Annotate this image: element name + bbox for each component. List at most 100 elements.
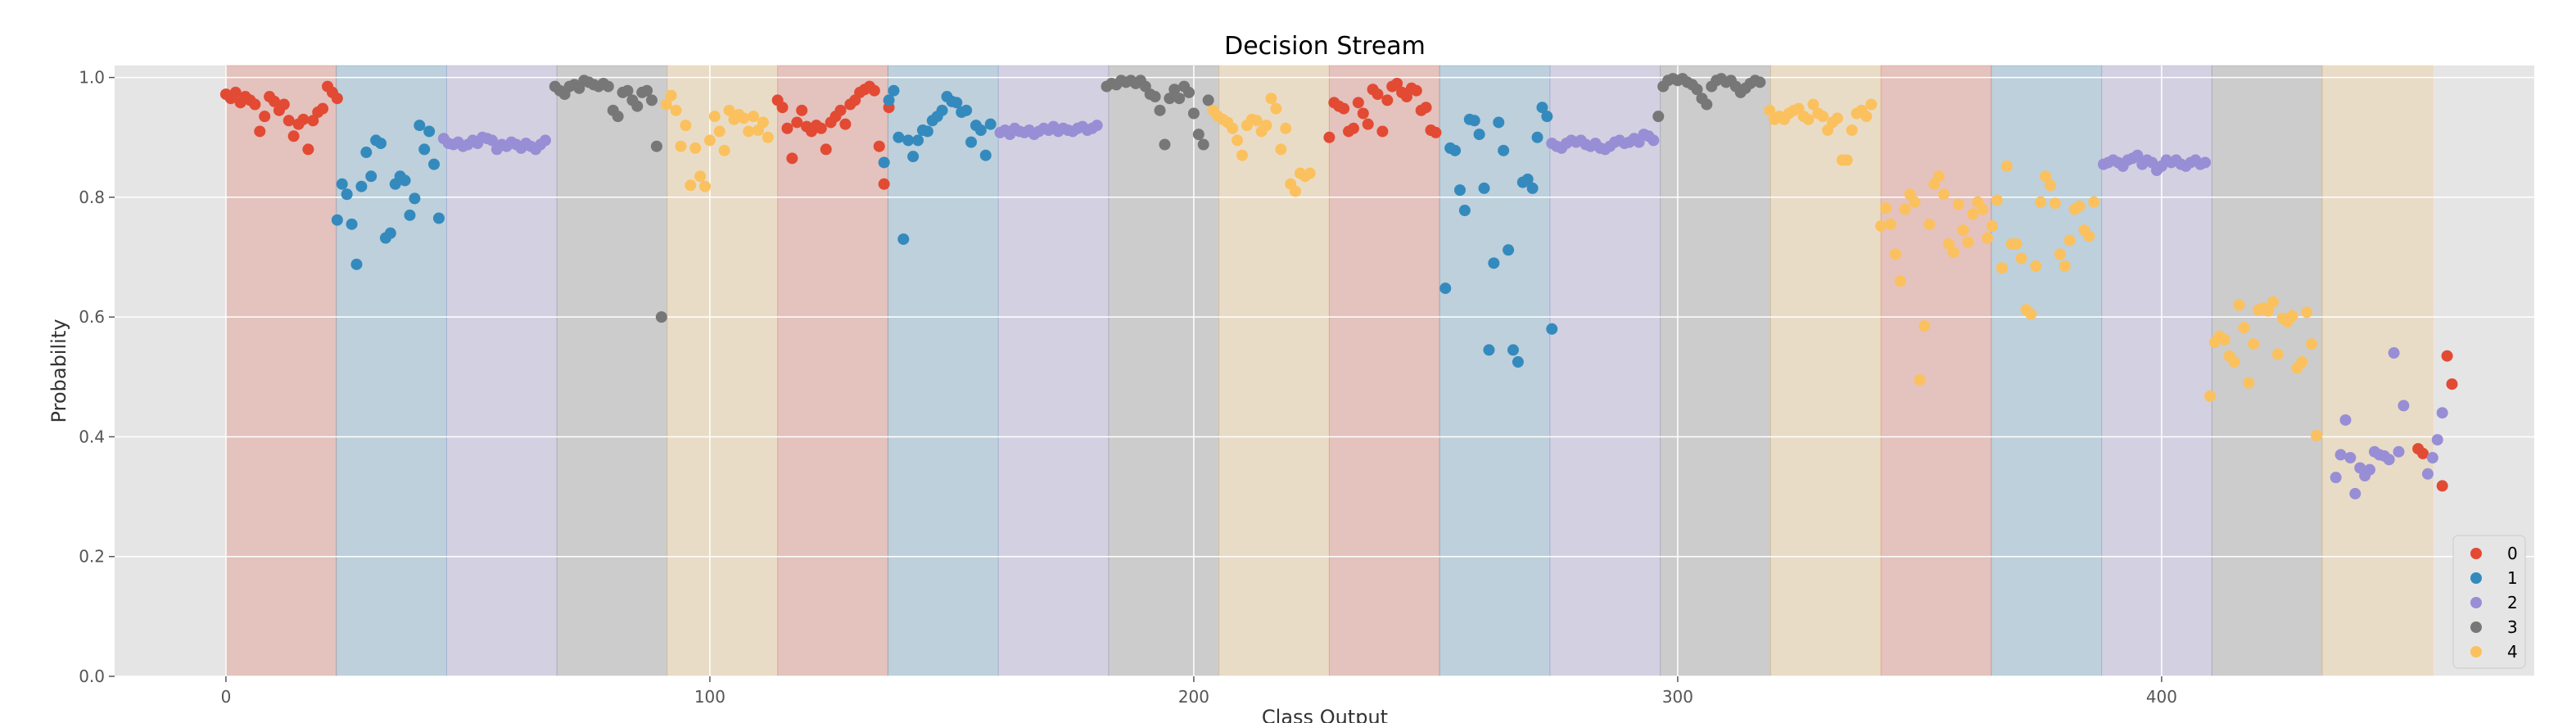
data-point-class-3 bbox=[650, 140, 662, 152]
data-point-class-0 bbox=[282, 115, 295, 127]
data-point-class-4 bbox=[2296, 356, 2308, 368]
data-point-class-0 bbox=[259, 111, 271, 123]
data-point-class-4 bbox=[1894, 275, 1906, 287]
data-point-class-3 bbox=[612, 111, 624, 123]
y-tick-label: 0.8 bbox=[79, 188, 105, 207]
data-point-class-4 bbox=[2049, 197, 2061, 210]
x-tick-label: 100 bbox=[694, 687, 725, 707]
data-point-class-4 bbox=[1846, 124, 1858, 136]
class-band bbox=[1328, 65, 1440, 677]
data-point-class-2 bbox=[2339, 413, 2352, 426]
data-point-class-4 bbox=[2311, 429, 2323, 441]
data-point-class-4 bbox=[1817, 111, 1829, 123]
data-point-class-0 bbox=[839, 118, 852, 130]
data-point-class-0 bbox=[1391, 77, 1403, 89]
data-point-class-2 bbox=[486, 134, 498, 147]
data-point-class-1 bbox=[1473, 129, 1485, 141]
data-point-class-4 bbox=[1304, 167, 1316, 179]
data-point-class-2 bbox=[2330, 472, 2342, 484]
data-point-class-0 bbox=[1347, 122, 1359, 134]
data-point-class-0 bbox=[2436, 480, 2448, 492]
data-point-class-2 bbox=[2364, 463, 2376, 476]
class-band bbox=[1439, 65, 1551, 677]
data-point-class-0 bbox=[254, 125, 266, 138]
data-point-class-2 bbox=[2431, 434, 2443, 446]
class-band bbox=[1218, 65, 1330, 677]
data-point-class-0 bbox=[1357, 107, 1369, 120]
data-point-class-1 bbox=[902, 134, 915, 147]
data-point-class-4 bbox=[1923, 218, 1936, 230]
legend-label-1: 1 bbox=[2507, 568, 2518, 588]
data-point-class-4 bbox=[1807, 98, 1819, 111]
data-point-class-4 bbox=[1260, 120, 1272, 132]
x-tick-label: 400 bbox=[2146, 687, 2177, 707]
data-point-class-0 bbox=[1430, 126, 1442, 138]
legend-marker-0 bbox=[2470, 548, 2482, 559]
data-point-class-4 bbox=[1952, 198, 1964, 210]
data-point-class-2 bbox=[2131, 149, 2144, 161]
y-tick-label: 0.0 bbox=[79, 667, 105, 686]
data-point-class-2 bbox=[1647, 134, 1660, 147]
data-point-class-0 bbox=[873, 140, 885, 152]
data-point-class-1 bbox=[331, 214, 343, 226]
data-point-class-4 bbox=[1865, 98, 1878, 111]
data-point-class-1 bbox=[336, 178, 348, 190]
data-point-class-1 bbox=[907, 151, 920, 163]
data-point-class-0 bbox=[1338, 102, 1350, 115]
data-point-class-1 bbox=[951, 97, 963, 109]
data-point-class-4 bbox=[1995, 262, 2008, 274]
data-point-class-4 bbox=[2301, 306, 2313, 319]
data-point-class-4 bbox=[1957, 224, 1969, 237]
data-point-class-0 bbox=[1420, 102, 1432, 114]
data-point-class-1 bbox=[404, 209, 416, 221]
data-point-class-4 bbox=[1831, 112, 1843, 124]
data-point-class-4 bbox=[2238, 322, 2250, 334]
data-point-class-0 bbox=[815, 122, 827, 134]
data-point-class-1 bbox=[1521, 173, 1534, 185]
data-point-class-4 bbox=[689, 142, 702, 154]
data-point-class-2 bbox=[2383, 454, 2395, 466]
data-point-class-1 bbox=[1483, 344, 1495, 356]
data-point-class-4 bbox=[1232, 134, 1244, 147]
y-tick-label: 0.4 bbox=[79, 427, 105, 446]
data-point-class-2 bbox=[2334, 449, 2347, 461]
data-point-class-4 bbox=[2218, 333, 2230, 346]
data-point-class-4 bbox=[2010, 237, 2022, 250]
data-point-class-1 bbox=[893, 131, 905, 143]
legend-marker-3 bbox=[2470, 621, 2482, 633]
data-point-class-4 bbox=[675, 140, 687, 152]
data-point-class-0 bbox=[781, 122, 793, 134]
data-point-class-1 bbox=[409, 192, 421, 205]
data-point-class-1 bbox=[1488, 257, 1500, 269]
legend: 0 1 2 3 4 bbox=[2452, 535, 2526, 669]
data-point-class-1 bbox=[897, 233, 910, 246]
data-point-class-1 bbox=[979, 149, 992, 161]
data-point-class-4 bbox=[1982, 232, 1994, 244]
x-tick-label: 0 bbox=[221, 687, 232, 707]
data-point-class-0 bbox=[796, 104, 808, 116]
data-point-class-0 bbox=[269, 95, 281, 107]
class-bands bbox=[225, 65, 2434, 677]
data-point-class-4 bbox=[1962, 236, 1974, 248]
data-point-class-4 bbox=[1860, 111, 1873, 123]
data-point-class-1 bbox=[432, 212, 445, 224]
x-tick-label: 300 bbox=[1662, 687, 1693, 707]
y-tick-label: 0.6 bbox=[79, 307, 105, 327]
data-point-class-1 bbox=[883, 94, 895, 106]
data-point-class-3 bbox=[1187, 107, 1200, 120]
data-point-class-1 bbox=[1531, 131, 1543, 143]
data-point-class-4 bbox=[1275, 143, 1287, 156]
data-point-class-4 bbox=[1986, 220, 1999, 233]
data-point-class-3 bbox=[1159, 138, 1171, 151]
data-point-class-4 bbox=[738, 112, 750, 124]
data-point-class-4 bbox=[680, 120, 692, 132]
data-point-class-4 bbox=[1991, 194, 2003, 206]
data-point-class-1 bbox=[912, 134, 924, 147]
data-point-class-4 bbox=[1909, 196, 1921, 208]
data-point-class-3 bbox=[655, 311, 667, 323]
data-point-class-4 bbox=[660, 98, 672, 111]
data-point-class-0 bbox=[2417, 447, 2429, 459]
legend-label-4: 4 bbox=[2507, 642, 2518, 662]
data-point-class-3 bbox=[641, 84, 653, 97]
data-point-class-3 bbox=[1192, 129, 1204, 141]
